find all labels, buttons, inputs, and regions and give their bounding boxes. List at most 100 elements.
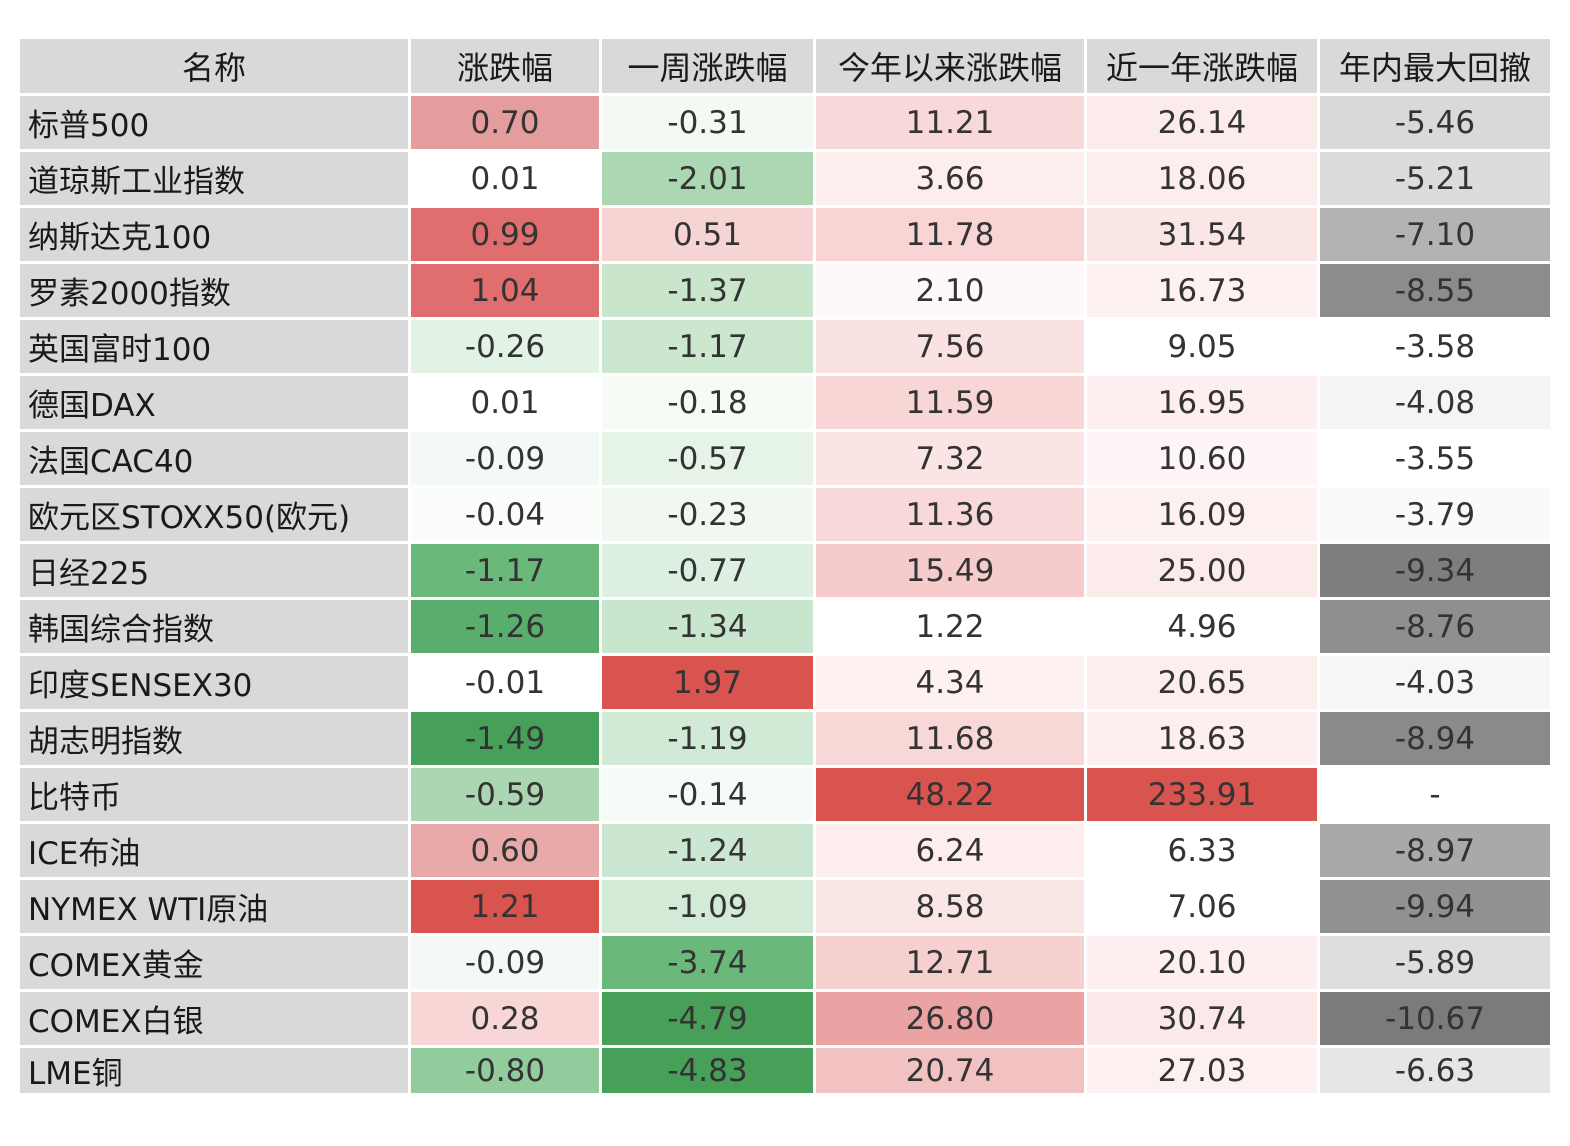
- value-cell: 1.21: [411, 880, 599, 933]
- value-cell: -0.04: [411, 488, 599, 541]
- col-header: 今年以来涨跌幅: [816, 39, 1084, 93]
- value-cell: 16.95: [1087, 376, 1317, 429]
- value-cell: -5.89: [1320, 936, 1550, 989]
- table-row: 纳斯达克100 0.99 0.51 11.78 31.54 -7.10: [20, 208, 1550, 261]
- value-cell: -0.57: [602, 432, 813, 485]
- index-name-cell: 罗素2000指数: [20, 264, 408, 317]
- index-name-cell: ICE布油: [20, 824, 408, 877]
- col-header: 年内最大回撤: [1320, 39, 1550, 93]
- value-cell: 11.78: [816, 208, 1084, 261]
- value-cell: -8.94: [1320, 712, 1550, 765]
- table-row: LME铜 -0.80 -4.83 20.74 27.03 -6.63: [20, 1048, 1550, 1093]
- value-cell: -9.94: [1320, 880, 1550, 933]
- value-cell: -1.26: [411, 600, 599, 653]
- value-cell: -0.80: [411, 1048, 599, 1093]
- value-cell: -3.79: [1320, 488, 1550, 541]
- value-cell: 10.60: [1087, 432, 1317, 485]
- value-cell: 26.14: [1087, 96, 1317, 149]
- value-cell: 0.01: [411, 376, 599, 429]
- value-cell: 2.10: [816, 264, 1084, 317]
- value-cell: 18.06: [1087, 152, 1317, 205]
- value-cell: 30.74: [1087, 992, 1317, 1045]
- value-cell: 0.60: [411, 824, 599, 877]
- value-cell: -3.55: [1320, 432, 1550, 485]
- value-cell: 7.06: [1087, 880, 1317, 933]
- value-cell: 11.68: [816, 712, 1084, 765]
- value-cell: 0.99: [411, 208, 599, 261]
- table-row: 比特币 -0.59 -0.14 48.22 233.91-: [20, 768, 1550, 821]
- table-row: 英国富时100 -0.26 -1.17 7.56 9.05 -3.58: [20, 320, 1550, 373]
- value-cell: -0.59: [411, 768, 599, 821]
- table-row: 印度SENSEX30 -0.01 1.97 4.34 20.65 -4.03: [20, 656, 1550, 709]
- table-row: 胡志明指数 -1.49 -1.19 11.68 18.63 -8.94: [20, 712, 1550, 765]
- value-cell: -7.10: [1320, 208, 1550, 261]
- value-cell: -1.24: [602, 824, 813, 877]
- value-cell: -0.09: [411, 432, 599, 485]
- value-cell: 26.80: [816, 992, 1084, 1045]
- value-cell: -8.97: [1320, 824, 1550, 877]
- table-row: NYMEX WTI原油 1.21 -1.09 8.58 7.06 -9.94: [20, 880, 1550, 933]
- table-body: 标普500 0.70 -0.31 11.21 26.14 -5.46 道琼斯工业指数 0.01…: [20, 96, 1550, 1093]
- value-cell: -8.55: [1320, 264, 1550, 317]
- value-cell: -6.63: [1320, 1048, 1550, 1093]
- index-name-cell: 标普500: [20, 96, 408, 149]
- value-cell: 11.21: [816, 96, 1084, 149]
- value-cell: 8.58: [816, 880, 1084, 933]
- market-table: 名称 涨跌幅 一周涨跌幅 今年以来涨跌幅 近一年涨跌幅 年内最大回撤 标普500…: [17, 36, 1553, 1096]
- index-name-cell: 法国CAC40: [20, 432, 408, 485]
- value-cell: -1.19: [602, 712, 813, 765]
- table-row: COMEX黄金 -0.09 -3.74 12.71 20.10 -5.89: [20, 936, 1550, 989]
- table-row: 罗素2000指数 1.04 -1.37 2.10 16.73 -8.55: [20, 264, 1550, 317]
- value-cell: 15.49: [816, 544, 1084, 597]
- value-cell: -0.01: [411, 656, 599, 709]
- value-cell: -0.18: [602, 376, 813, 429]
- value-cell: -1.17: [602, 320, 813, 373]
- index-name-cell: 德国DAX: [20, 376, 408, 429]
- col-header: 一周涨跌幅: [602, 39, 813, 93]
- col-header: 涨跌幅: [411, 39, 599, 93]
- value-cell: 4.34: [816, 656, 1084, 709]
- table-row: 道琼斯工业指数 0.01 -2.01 3.66 18.06 -5.21: [20, 152, 1550, 205]
- value-cell: -4.03: [1320, 656, 1550, 709]
- value-cell: -9.34: [1320, 544, 1550, 597]
- value-cell: 31.54: [1087, 208, 1317, 261]
- value-cell: 0.01: [411, 152, 599, 205]
- value-cell: 3.66: [816, 152, 1084, 205]
- col-header: 近一年涨跌幅: [1087, 39, 1317, 93]
- value-cell: 233.91: [1087, 768, 1317, 821]
- index-name-cell: COMEX黄金: [20, 936, 408, 989]
- value-cell: -1.09: [602, 880, 813, 933]
- value-cell: -: [1320, 768, 1550, 821]
- index-name-cell: 比特币: [20, 768, 408, 821]
- value-cell: -5.21: [1320, 152, 1550, 205]
- value-cell: 7.32: [816, 432, 1084, 485]
- index-name-cell: LME铜: [20, 1048, 408, 1093]
- value-cell: -0.31: [602, 96, 813, 149]
- value-cell: 12.71: [816, 936, 1084, 989]
- value-cell: -0.09: [411, 936, 599, 989]
- value-cell: -4.08: [1320, 376, 1550, 429]
- value-cell: -0.14: [602, 768, 813, 821]
- value-cell: 0.70: [411, 96, 599, 149]
- header-row: 名称 涨跌幅 一周涨跌幅 今年以来涨跌幅 近一年涨跌幅 年内最大回撤: [20, 39, 1550, 93]
- value-cell: -4.79: [602, 992, 813, 1045]
- value-cell: 48.22: [816, 768, 1084, 821]
- value-cell: -3.58: [1320, 320, 1550, 373]
- value-cell: 1.97: [602, 656, 813, 709]
- value-cell: 0.28: [411, 992, 599, 1045]
- value-cell: -10.67: [1320, 992, 1550, 1045]
- value-cell: 16.73: [1087, 264, 1317, 317]
- table-row: COMEX白银 0.28 -4.79 26.80 30.74 -10.67: [20, 992, 1550, 1045]
- value-cell: -0.77: [602, 544, 813, 597]
- index-name-cell: 韩国综合指数: [20, 600, 408, 653]
- value-cell: 20.74: [816, 1048, 1084, 1093]
- value-cell: -1.17: [411, 544, 599, 597]
- value-cell: 6.24: [816, 824, 1084, 877]
- value-cell: 9.05: [1087, 320, 1317, 373]
- value-cell: 18.63: [1087, 712, 1317, 765]
- table-row: 德国DAX 0.01 -0.18 11.59 16.95 -4.08: [20, 376, 1550, 429]
- value-cell: 0.51: [602, 208, 813, 261]
- value-cell: 27.03: [1087, 1048, 1317, 1093]
- index-name-cell: 道琼斯工业指数: [20, 152, 408, 205]
- value-cell: -0.26: [411, 320, 599, 373]
